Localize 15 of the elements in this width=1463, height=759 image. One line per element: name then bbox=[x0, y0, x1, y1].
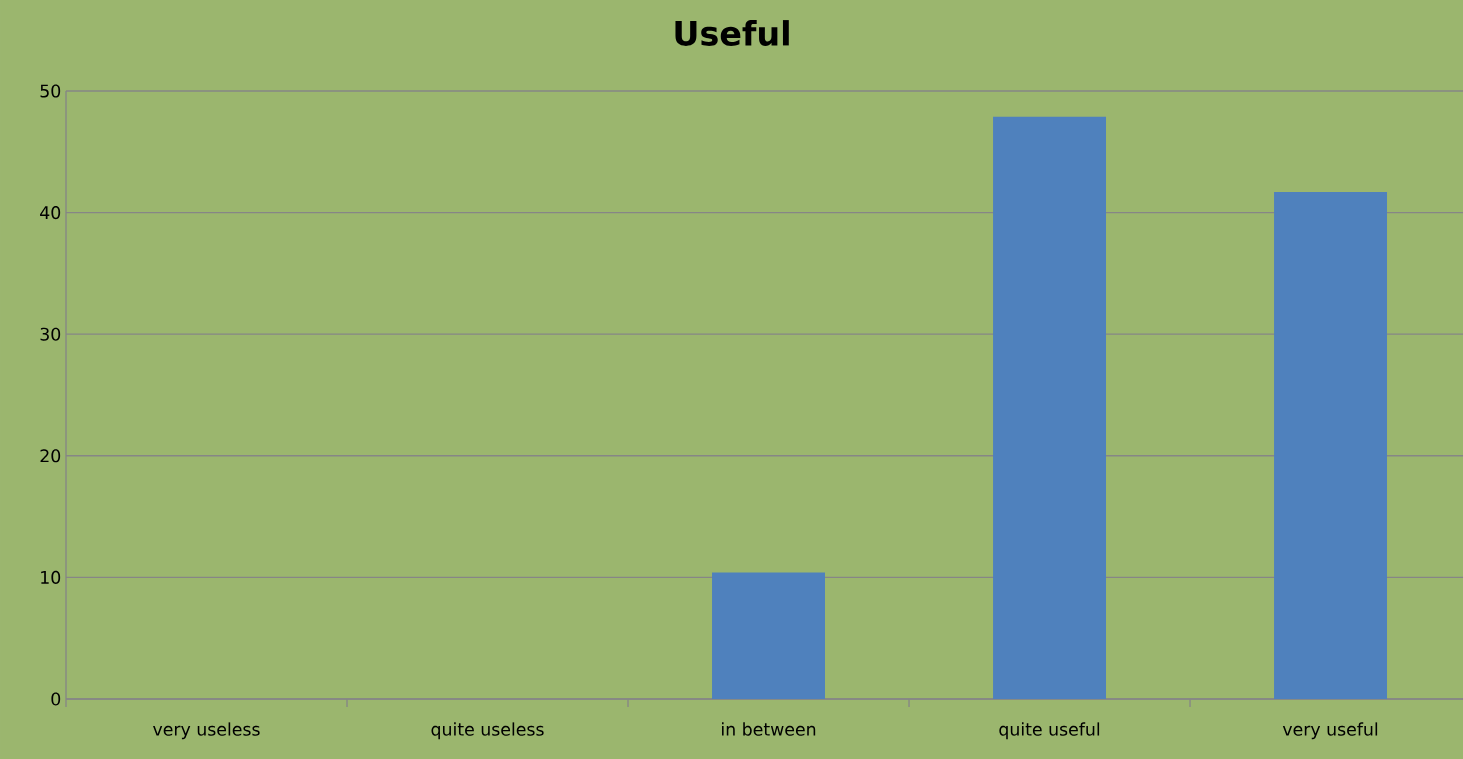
x-tick-label: very useless bbox=[153, 722, 260, 740]
bar bbox=[712, 572, 825, 699]
bar bbox=[993, 116, 1107, 699]
y-tick-label: 30 bbox=[40, 327, 61, 341]
y-tick-label: 10 bbox=[41, 570, 61, 584]
x-tick-label: quite useless bbox=[431, 722, 544, 740]
y-tick-label: 20 bbox=[40, 449, 61, 463]
x-tick-label: quite useful bbox=[999, 722, 1100, 740]
y-tick-label: 0 bbox=[51, 692, 61, 706]
y-tick-label: 40 bbox=[40, 206, 61, 220]
y-tick-label: 50 bbox=[40, 84, 61, 98]
bar bbox=[1274, 191, 1388, 699]
x-tick-label: very useful bbox=[1282, 722, 1378, 740]
chart-title: Useful bbox=[675, 20, 789, 46]
x-tick-label: in between bbox=[722, 722, 816, 736]
